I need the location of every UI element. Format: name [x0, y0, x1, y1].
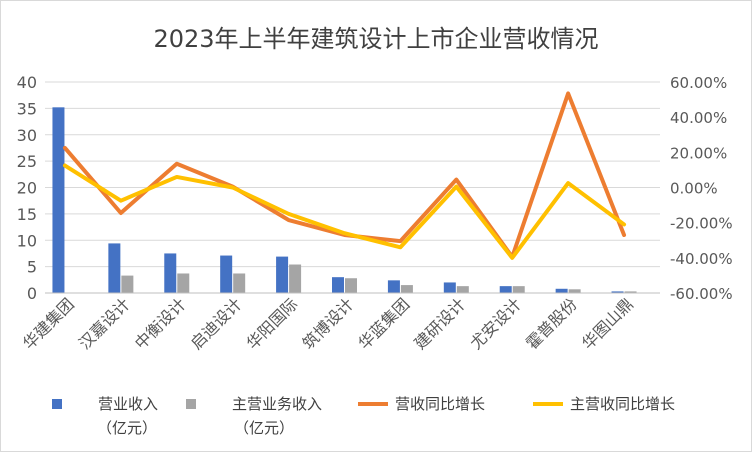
bar-main-revenue: [345, 278, 357, 293]
bar-revenue: [499, 286, 512, 293]
bar-main-revenue: [568, 289, 581, 293]
legend-label-revenue: 营业收入: [98, 395, 158, 413]
bar-revenue: [164, 253, 177, 293]
line-main-revenue-growth: [62, 163, 627, 260]
bar-revenue: [555, 288, 568, 293]
y-left-tick-label: 15: [17, 205, 37, 224]
y-right-tick-label: -60.00%: [670, 285, 733, 303]
legend-swatch-revenue: [52, 399, 62, 409]
series-lines: [62, 91, 627, 260]
bar-main-revenue: [233, 273, 246, 293]
chart-title: 2023年上半年建筑设计上市企业营收情况: [153, 25, 598, 53]
y-left-tick-label: 40: [17, 73, 37, 92]
bar-main-revenue: [400, 285, 413, 293]
y-left-tick-label: 10: [17, 231, 37, 250]
bar-revenue: [611, 291, 624, 293]
y-left-tick-label: 25: [17, 152, 37, 171]
bar-main-revenue: [624, 291, 637, 293]
bar-main-revenue: [512, 286, 525, 293]
y-right-tick-label: -20.00%: [670, 215, 733, 233]
y-right-tick-label: -40.00%: [670, 250, 733, 268]
legend-label-main-revenue: 主营业务收入: [232, 395, 322, 413]
legend: 营业收入 （亿元） 主营业务收入 （亿元） 营收同比增长 主营收同比增长: [52, 395, 675, 437]
bars: [52, 107, 637, 293]
bar-revenue: [220, 255, 233, 293]
bar-revenue: [443, 282, 456, 293]
bar-revenue: [276, 256, 289, 293]
y-left-tick-label: 0: [27, 284, 37, 303]
bar-revenue: [52, 107, 65, 293]
legend-label-main-revenue-unit: （亿元）: [234, 419, 294, 437]
legend-label-revenue-unit: （亿元）: [97, 419, 157, 437]
y-left-tick-label: 30: [17, 126, 37, 145]
y-right-tick-label: 0.00%: [670, 180, 718, 198]
legend-label-main-growth: 主营收同比增长: [570, 395, 675, 413]
bar-revenue: [108, 243, 121, 293]
bar-main-revenue: [177, 273, 190, 293]
bar-revenue: [332, 277, 344, 293]
y-right-tick-label: 40.00%: [670, 109, 727, 127]
y-left-tick-label: 20: [17, 179, 37, 198]
legend-swatch-main-revenue: [186, 399, 196, 409]
legend-label-revenue-growth: 营收同比增长: [395, 395, 485, 413]
bar-main-revenue: [121, 275, 134, 293]
bar-main-revenue: [289, 264, 302, 293]
y-right-tick-label: 20.00%: [670, 144, 727, 162]
bar-main-revenue: [456, 286, 469, 293]
y-left-tick-label: 35: [17, 99, 37, 118]
y-right-tick-label: 60.00%: [670, 74, 727, 92]
y-left-tick-label: 5: [27, 258, 37, 277]
bar-revenue: [387, 280, 400, 293]
